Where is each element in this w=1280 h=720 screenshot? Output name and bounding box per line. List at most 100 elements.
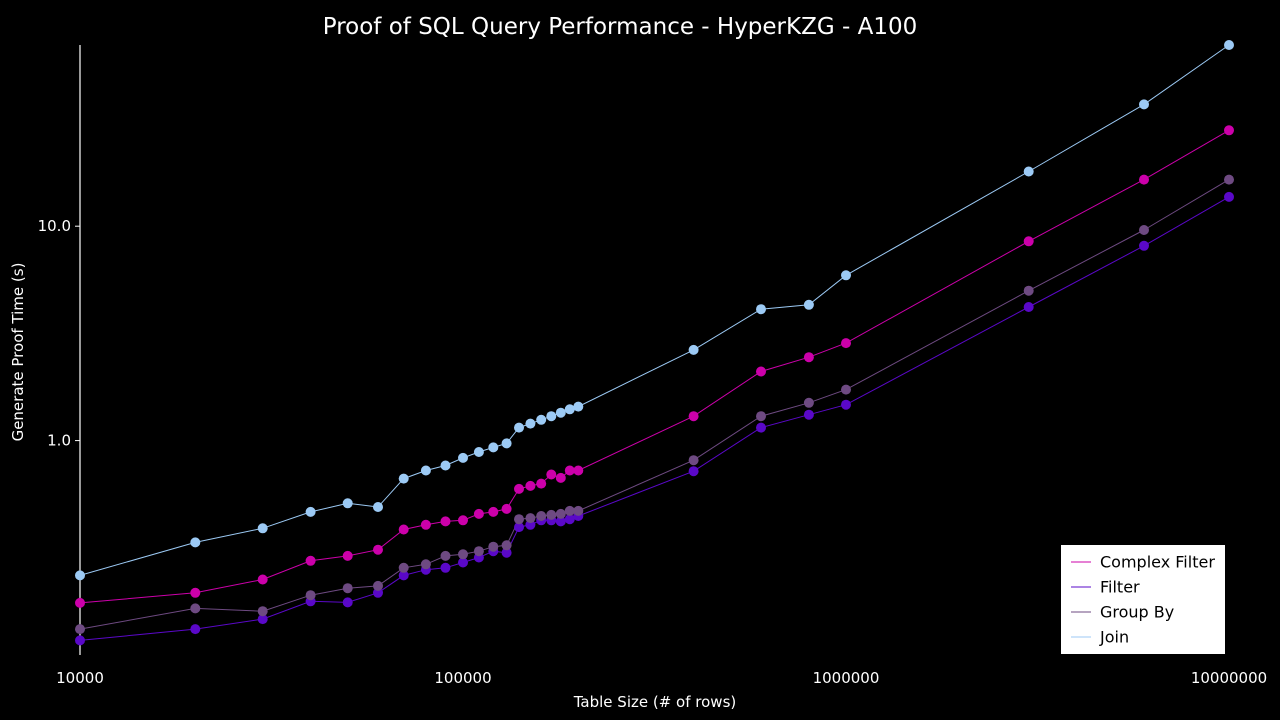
data-point [536,478,547,489]
data-point [536,414,547,425]
data-point [525,418,536,429]
data-point [573,401,584,412]
data-point [440,460,451,471]
series-line [79,44,1230,576]
x-tick-label: 10000000 [1191,669,1267,687]
data-point [1139,225,1149,235]
data-point [1139,174,1149,185]
data-point [546,509,557,520]
x-tick-label: 100000 [434,669,491,687]
data-point [756,411,766,422]
data-point [555,516,566,527]
data-point [190,537,201,548]
data-point [458,549,468,560]
data-point [514,514,524,525]
x-axis-label: Table Size (# of rows) [573,693,736,711]
data-point [841,399,851,410]
data-point [555,508,566,519]
data-point [514,522,524,533]
data-point [688,344,699,355]
data-point [555,472,566,483]
series-line [79,196,1230,641]
data-point [257,523,268,534]
data-point [1224,191,1234,202]
data-point [440,550,451,561]
data-point [440,562,451,573]
series-line [79,179,1230,630]
data-point [190,603,201,614]
data-point [488,442,499,453]
data-point [305,506,316,517]
data-point [473,508,484,519]
data-point [488,541,499,552]
data-point [841,384,851,395]
legend-label: Group By [1100,603,1174,622]
x-tick-label: 10000 [56,669,104,687]
data-point [841,338,851,349]
y-axis-ticks: 1.0 10.0 [38,217,80,450]
data-point [688,466,699,477]
data-point [420,559,431,570]
data-point [305,555,316,566]
data-point [440,516,451,527]
data-point [573,505,584,516]
data-point [1023,285,1034,296]
x-axis-ticks: 10000 100000 1000000 10000000 [56,669,1267,687]
data-point [75,635,85,646]
series-points [75,40,1234,646]
series-lines [79,44,1230,641]
data-point [373,580,383,591]
data-point [1224,174,1234,185]
data-point [546,469,557,480]
data-point [458,557,468,568]
data-point [1224,40,1234,50]
data-point [398,562,409,573]
data-point [342,498,353,509]
series-line [79,129,1230,604]
data-point [420,465,431,476]
data-point [473,447,484,457]
data-point [1023,302,1034,312]
data-point [525,480,536,491]
data-point [373,544,383,555]
data-point [501,547,512,558]
data-point [1224,125,1234,136]
data-point [1139,240,1149,251]
data-point [342,583,353,594]
data-point [398,524,409,535]
data-point [305,590,316,601]
data-point [75,570,85,581]
data-point [546,411,557,422]
y-tick-label: 10.0 [38,217,71,235]
data-point [573,465,584,476]
data-point [373,587,383,598]
legend-label: Complex Filter [1100,553,1215,572]
data-point [75,624,85,635]
data-point [190,587,201,598]
legend: Complex Filter Filter Group By Join [1061,545,1225,654]
data-point [373,502,383,512]
data-point [564,505,575,516]
data-point [398,570,409,581]
data-point [458,515,468,526]
data-point [190,624,201,635]
y-tick-label: 1.0 [47,432,71,450]
data-point [257,614,268,625]
data-point [564,404,575,415]
y-axis-label: Generate Proof Time (s) [9,263,27,442]
data-point [1139,99,1149,110]
data-point [803,352,814,363]
data-point [564,514,575,525]
data-point [756,304,766,315]
data-point [841,270,851,281]
data-point [803,409,814,420]
data-point [688,455,699,466]
data-point [473,546,484,557]
data-point [803,299,814,310]
data-point [756,366,766,377]
data-point [1023,166,1034,177]
data-point [756,422,766,433]
data-point [420,519,431,530]
data-point [803,397,814,408]
